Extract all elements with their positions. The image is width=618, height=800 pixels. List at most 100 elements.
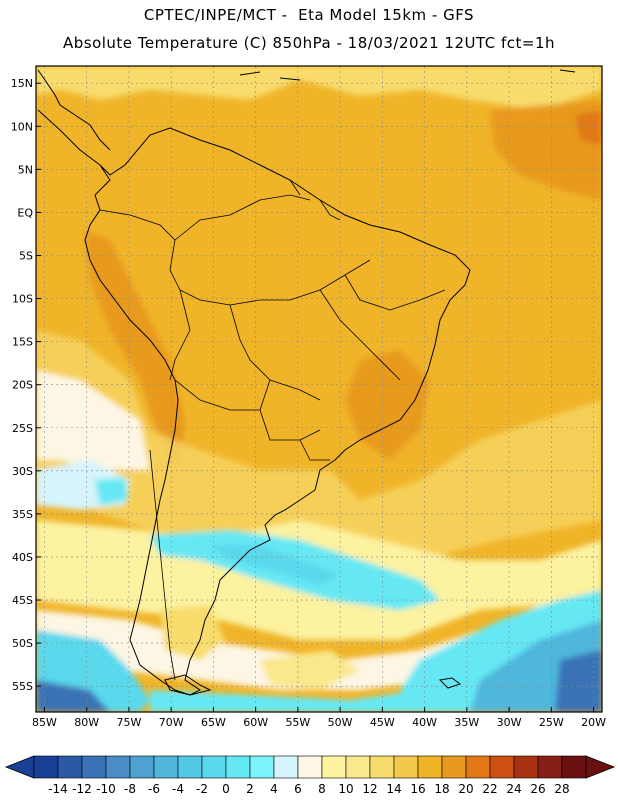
lat-label: 5S <box>19 249 33 262</box>
field-mild-south-ocean <box>260 650 360 690</box>
colorbar-label: -10 <box>96 782 116 796</box>
colorbar-label: 8 <box>318 782 326 796</box>
lon-label: 50W <box>328 716 353 729</box>
colorbar-swatch <box>225 755 251 779</box>
lat-label: 5N <box>18 163 33 176</box>
lat-label: 20S <box>12 379 33 392</box>
colorbar-swatch <box>201 755 227 779</box>
colorbar-label: 14 <box>386 782 401 796</box>
colorbar-label: 26 <box>530 782 545 796</box>
longitude-labels: 85W 80W 75W 70W 65W 60W 55W 50W 45W 40W 35W 30W 25W 2… <box>32 707 606 729</box>
field-coldest-southwest <box>36 680 110 712</box>
colorbar-label: 18 <box>434 782 449 796</box>
colorbar-swatch <box>321 755 347 779</box>
colorbar-arrow-left <box>4 755 35 779</box>
graticule <box>36 66 602 712</box>
country-borders <box>99 179 446 681</box>
title-line-1: CPTEC/INPE/MCT - Eta Model 15km - GFS <box>143 6 475 24</box>
lat-label: 10N <box>11 120 33 133</box>
lat-label: 45S <box>12 594 33 607</box>
lat-label: 25S <box>12 422 33 435</box>
colorbar-swatch <box>537 755 563 779</box>
lon-label: 20W <box>581 716 606 729</box>
colorbar-swatch <box>273 755 299 779</box>
border-5 <box>259 379 321 441</box>
colorbar-label: 16 <box>410 782 425 796</box>
colorbar-label: 20 <box>458 782 473 796</box>
field-mild-central <box>36 330 602 560</box>
lon-label: 60W <box>243 716 268 729</box>
colorbar-label: 28 <box>554 782 569 796</box>
field-colder-tongue <box>210 545 340 585</box>
border-6 <box>174 379 260 411</box>
central-america-coast <box>37 69 111 151</box>
colorbar-swatch <box>369 755 395 779</box>
colorbar-swatch <box>465 755 491 779</box>
colorbar-label: 4 <box>270 782 278 796</box>
border-4 <box>229 304 321 401</box>
colorbar-swatch <box>561 755 587 779</box>
colorbar-swatch <box>129 755 155 779</box>
colorbar-swatch <box>513 755 539 779</box>
colorbar-swatch <box>33 755 59 779</box>
lat-label: EQ <box>17 206 33 219</box>
colorbar-label: -14 <box>48 782 68 796</box>
field-hotter-northeast <box>575 110 602 145</box>
title-line-2: Absolute Temperature (C) 850hPa - 18/03/… <box>62 34 556 52</box>
colorbar-swatch <box>441 755 467 779</box>
lon-label: 85W <box>32 716 57 729</box>
border-3 <box>169 289 191 381</box>
lon-label: 35W <box>454 716 479 729</box>
colorbar-label: -4 <box>172 782 184 796</box>
field-cold-bottom <box>150 690 420 712</box>
lat-label: 40S <box>12 551 33 564</box>
colorbar-label: 22 <box>482 782 497 796</box>
field-mild-patagonia <box>160 605 225 660</box>
colorbar-label: 0 <box>222 782 230 796</box>
lon-label: 65W <box>201 716 226 729</box>
border-11 <box>319 199 341 221</box>
plot-frame <box>35 65 603 713</box>
temperature-field <box>36 66 602 712</box>
lon-label: 30W <box>497 716 522 729</box>
falkland-islands <box>438 677 462 689</box>
border-12 <box>289 179 301 196</box>
coastlines <box>37 69 576 696</box>
colorbar-label: 10 <box>338 782 353 796</box>
colorbar-label: 12 <box>362 782 377 796</box>
field-coldest-southeast <box>555 650 602 712</box>
colorbar-swatch <box>57 755 83 779</box>
colorbar-label: 2 <box>246 782 254 796</box>
field-hot-andes <box>85 230 185 470</box>
lon-label: 40W <box>412 716 437 729</box>
south-america-coast <box>37 109 471 696</box>
colorbar-label: 24 <box>506 782 521 796</box>
colorbar-swatch <box>417 755 443 779</box>
lon-label: 55W <box>285 716 310 729</box>
field-hot-southeast <box>345 350 430 460</box>
lon-label: 45W <box>370 716 395 729</box>
colorbar-swatch <box>393 755 419 779</box>
lat-label: 55S <box>12 680 33 693</box>
colorbar-swatch <box>249 755 275 779</box>
field-hot-northeast <box>490 100 602 200</box>
field-mild-north <box>36 66 602 110</box>
colorbar-label: -2 <box>196 782 208 796</box>
latitude-labels: 15N 10N 5N EQ 5S 10S 15S 20S 25S 30S 35S 40S 45S 50S 5… <box>11 77 41 693</box>
lon-label: 25W <box>539 716 564 729</box>
border-10 <box>149 449 176 681</box>
lat-label: 15N <box>11 77 33 90</box>
lon-label: 70W <box>159 716 184 729</box>
colorbar-label: -12 <box>72 782 92 796</box>
field-cyan-west <box>95 478 128 505</box>
colorbar-swatch <box>81 755 107 779</box>
colorbar-label: 6 <box>294 782 302 796</box>
caribbean-islands <box>239 69 576 81</box>
lon-label: 75W <box>116 716 141 729</box>
lat-label: 15S <box>12 336 33 349</box>
colorbar-label: -8 <box>124 782 136 796</box>
colorbar-swatch <box>177 755 203 779</box>
border-2 <box>174 194 311 241</box>
lat-label: 35S <box>12 508 33 521</box>
